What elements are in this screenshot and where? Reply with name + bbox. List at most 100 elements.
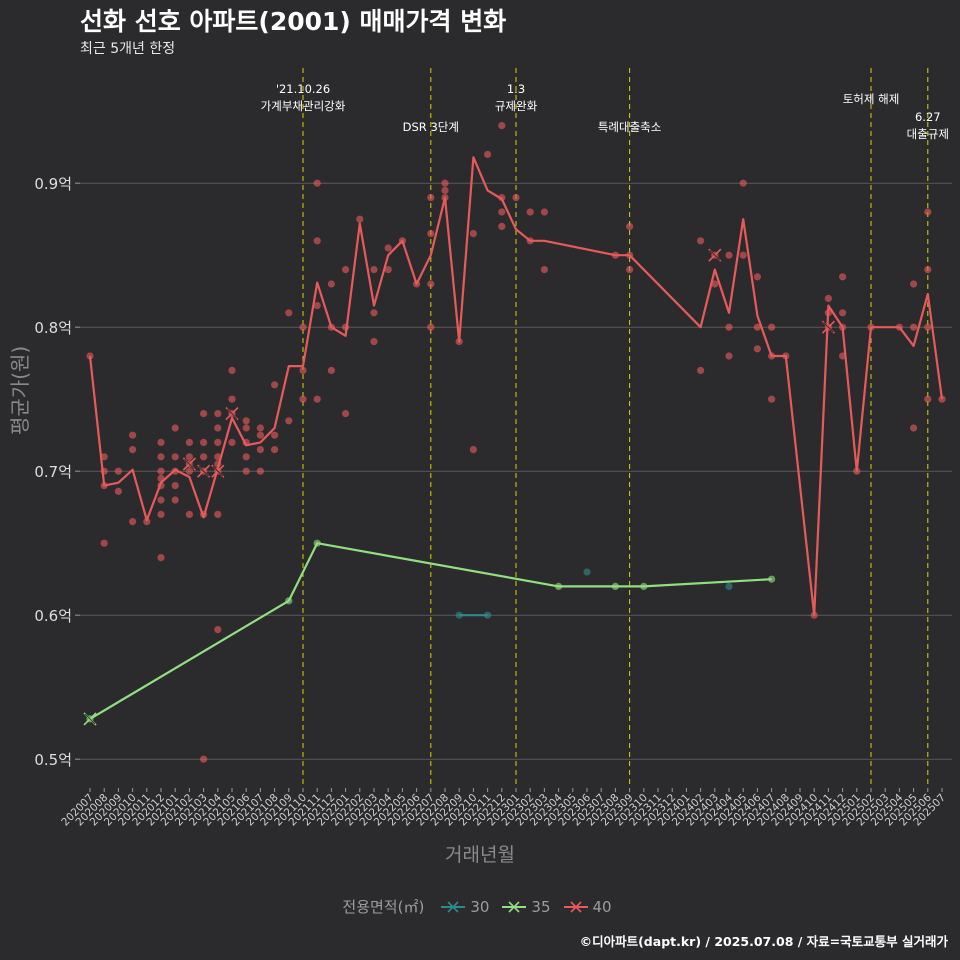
data-point-40 (839, 309, 847, 317)
cross-marker-40 (198, 465, 209, 477)
data-point-40 (285, 417, 293, 425)
data-point-40 (271, 446, 279, 454)
y-tick-label: 0.8억 (34, 319, 72, 337)
event-annotation: 6.27 (915, 110, 941, 124)
data-point-40 (427, 230, 435, 238)
data-point-40 (327, 366, 335, 374)
data-point-40 (924, 208, 932, 216)
data-point-40 (200, 410, 208, 418)
data-point-40 (356, 215, 364, 223)
data-point-40 (498, 222, 506, 230)
series-layer (83, 122, 946, 763)
data-point-40 (157, 453, 165, 461)
data-point-40 (185, 438, 193, 446)
event-annotation: DSR 3단계 (403, 120, 459, 134)
data-point-40 (242, 424, 250, 432)
data-point-40 (256, 424, 264, 432)
data-point-40 (171, 482, 179, 490)
legend-item-40: 40 (563, 898, 612, 916)
data-point-40 (200, 438, 208, 446)
data-point-40 (200, 453, 208, 461)
data-point-40 (313, 302, 321, 310)
data-point-30 (583, 568, 591, 576)
data-point-40 (824, 294, 833, 302)
legend-key-35 (502, 900, 527, 913)
data-point-40 (484, 150, 492, 158)
data-point-40 (157, 554, 165, 562)
y-tick-label: 0.6억 (34, 607, 72, 625)
data-point-40 (725, 352, 733, 360)
legend-label-30: 30 (470, 897, 490, 916)
data-point-40 (214, 410, 222, 418)
data-point-40 (910, 323, 918, 331)
data-point-40 (739, 251, 747, 259)
data-point-40 (498, 208, 506, 216)
data-point-40 (129, 446, 137, 454)
data-point-40 (626, 222, 634, 230)
y-tick-label: 0.7억 (34, 463, 72, 481)
data-point-40 (526, 208, 534, 216)
y-tick-label: 0.5억 (34, 751, 72, 769)
data-point-40 (441, 186, 449, 194)
data-point-40 (114, 487, 122, 495)
data-point-40 (242, 467, 250, 475)
data-point-40 (171, 424, 179, 432)
data-point-40 (214, 626, 222, 634)
event-lines (302, 68, 929, 788)
y-axis-title: 평균가(원) (8, 345, 32, 435)
data-point-40 (271, 381, 279, 389)
data-point-40 (171, 453, 179, 461)
legend-label-35: 35 (531, 897, 551, 916)
data-point-40 (299, 323, 307, 331)
data-point-40 (384, 244, 392, 252)
data-point-40 (256, 431, 264, 439)
data-point-40 (143, 518, 151, 526)
data-point-40 (370, 338, 378, 346)
data-point-40 (157, 438, 165, 446)
data-point-40 (313, 179, 321, 187)
data-point-40 (469, 230, 477, 238)
grid-layer (80, 182, 952, 760)
data-point-40 (441, 179, 449, 187)
cross-marker-40 (823, 321, 834, 333)
data-point-40 (370, 266, 378, 274)
data-point-40 (114, 467, 122, 475)
data-point-40 (299, 395, 307, 403)
data-point-40 (370, 309, 378, 317)
series-line-40 (88, 156, 944, 617)
data-point-40 (739, 179, 747, 187)
data-point-40 (924, 323, 932, 331)
data-point-40 (725, 323, 733, 331)
event-annotation: 대출규제 (907, 127, 949, 141)
data-point-40 (256, 467, 264, 475)
data-point-40 (498, 194, 506, 202)
event-annotation: 특례대출축소 (598, 120, 661, 134)
data-point-40 (469, 446, 477, 454)
data-point-40 (157, 496, 165, 504)
axis-layer: 0.5억0.6억0.7억0.8억0.9억20200720200820200920… (34, 175, 948, 828)
data-point-40 (725, 251, 733, 259)
data-point-40 (214, 438, 222, 446)
data-point-40 (924, 395, 932, 403)
data-point-40 (157, 510, 165, 518)
data-point-40 (427, 194, 435, 202)
x-axis-title: 거래년월 (445, 844, 515, 866)
data-point-40 (753, 323, 762, 331)
event-annotation: 토허제 해제 (843, 92, 900, 106)
data-point-40 (228, 395, 236, 403)
data-point-40 (242, 453, 250, 461)
data-point-40 (512, 194, 520, 202)
data-point-40 (214, 510, 222, 518)
legend-item-30: 30 (440, 898, 489, 916)
event-annotation: 규제완화 (495, 99, 538, 113)
cross-marker-40 (184, 458, 195, 470)
data-point-40 (540, 208, 549, 216)
data-point-40 (768, 323, 776, 331)
data-point-40 (384, 266, 392, 274)
data-point-40 (910, 280, 918, 288)
legend-item-35: 35 (501, 897, 551, 916)
data-point-40 (626, 266, 634, 274)
event-annotation: 1.3 (507, 82, 525, 96)
